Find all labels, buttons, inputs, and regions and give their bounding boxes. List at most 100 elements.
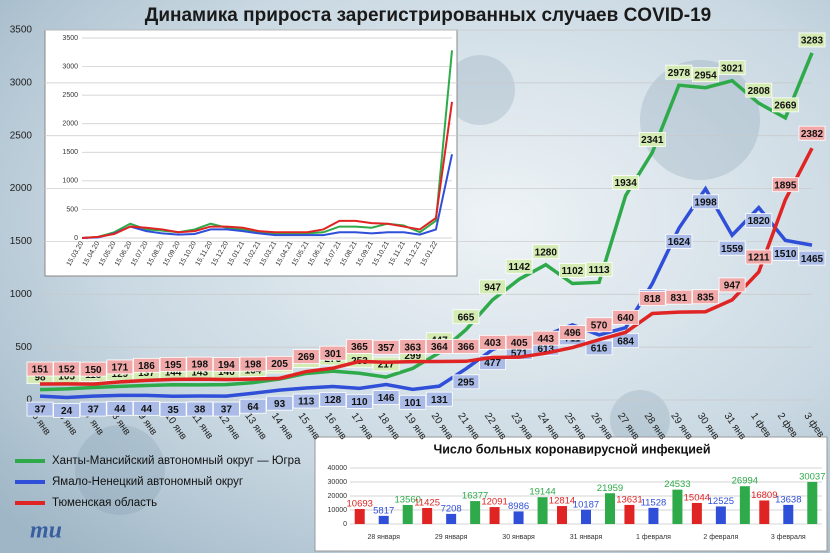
data-label: 443 bbox=[537, 334, 554, 345]
data-label: 365 bbox=[351, 342, 368, 353]
label-box bbox=[106, 359, 134, 375]
x-tick-label: 3 февраля bbox=[771, 534, 806, 541]
y-tick-label: 3500 bbox=[62, 35, 78, 42]
label-box bbox=[266, 355, 293, 371]
data-label: 151 bbox=[32, 365, 49, 376]
data-label: 113 bbox=[298, 397, 315, 408]
data-label: 269 bbox=[298, 352, 315, 363]
data-label: 195 bbox=[165, 360, 182, 371]
data-label: 146 bbox=[218, 367, 235, 378]
line bbox=[39, 185, 813, 400]
bar bbox=[624, 504, 635, 524]
label-box bbox=[505, 258, 533, 274]
label-box bbox=[452, 338, 480, 354]
label-box bbox=[559, 325, 586, 340]
data-label: 38 bbox=[194, 405, 206, 416]
label-box bbox=[479, 334, 506, 350]
label-box bbox=[532, 244, 560, 260]
data-label: 835 bbox=[697, 292, 714, 303]
data-label: 1559 bbox=[721, 244, 744, 255]
y-tick-label: 500 bbox=[66, 206, 78, 213]
data-label: 2669 bbox=[774, 100, 797, 111]
data-label: 146 bbox=[378, 393, 395, 404]
data-label: 37 bbox=[34, 405, 46, 416]
data-label: 26994 bbox=[732, 476, 758, 487]
data-label: 3021 bbox=[721, 63, 744, 74]
data-label: 171 bbox=[112, 363, 129, 374]
bar bbox=[513, 511, 524, 524]
data-label: 357 bbox=[378, 343, 395, 354]
label-box bbox=[346, 393, 373, 409]
bar bbox=[672, 489, 683, 524]
data-label: 2954 bbox=[694, 70, 717, 81]
line bbox=[81, 154, 453, 239]
data-label: 2808 bbox=[748, 86, 771, 97]
data-label: 35 bbox=[168, 405, 180, 416]
legend-label: Тюменская область bbox=[52, 497, 157, 509]
y-tick-label: 1000 bbox=[10, 289, 33, 300]
x-tick-label: 29 января bbox=[435, 534, 468, 541]
data-label: 1113 bbox=[588, 265, 610, 276]
data-label: 194 bbox=[218, 360, 235, 371]
data-label: 11425 bbox=[414, 498, 440, 509]
y-tick-label: 30000 bbox=[328, 479, 348, 486]
data-label: 30037 bbox=[799, 471, 825, 482]
data-label: 1102 bbox=[562, 266, 584, 277]
data-label: 947 bbox=[484, 283, 501, 294]
data-label: 1820 bbox=[748, 216, 771, 227]
data-label: 947 bbox=[724, 281, 741, 292]
y-tick-label: 20000 bbox=[328, 493, 348, 500]
y-tick-label: 0 bbox=[26, 395, 32, 406]
data-label: 19144 bbox=[529, 487, 555, 498]
data-label: 403 bbox=[484, 338, 501, 349]
label-box bbox=[79, 401, 107, 417]
svg-text:mu: mu bbox=[30, 518, 62, 544]
data-label: 477 bbox=[484, 358, 501, 369]
data-label: 1624 bbox=[668, 237, 691, 248]
label-box bbox=[505, 334, 533, 350]
inset-frame bbox=[44, 29, 458, 277]
data-label: 198 bbox=[191, 360, 208, 371]
label-box bbox=[133, 357, 160, 373]
label-box bbox=[79, 361, 107, 377]
x-tick-label: 28 января bbox=[367, 534, 400, 541]
label-box bbox=[425, 339, 453, 354]
y-tick-label: 2500 bbox=[62, 92, 78, 99]
data-label: 299 bbox=[404, 351, 421, 362]
data-label: 1998 bbox=[694, 197, 717, 208]
bar bbox=[557, 506, 567, 524]
label-box bbox=[239, 398, 267, 414]
label-box bbox=[239, 356, 267, 372]
label-box bbox=[346, 339, 373, 354]
y-tick-label: 1500 bbox=[62, 149, 78, 156]
label-box bbox=[372, 339, 400, 355]
label-box bbox=[53, 403, 81, 418]
label-box bbox=[186, 401, 214, 417]
bar bbox=[807, 481, 818, 524]
label-box bbox=[106, 400, 134, 416]
data-label: 24533 bbox=[664, 479, 690, 490]
y-tick-label: 3000 bbox=[10, 77, 33, 88]
data-label: 44 bbox=[141, 404, 153, 415]
data-label: 301 bbox=[324, 349, 341, 360]
data-label: 496 bbox=[564, 328, 581, 339]
label-box bbox=[692, 289, 719, 305]
data-label: 1934 bbox=[615, 178, 638, 189]
logo: mu bbox=[30, 518, 62, 544]
data-label: 818 bbox=[644, 294, 661, 305]
bar-title: Число больных коронавирусной инфекцией bbox=[433, 442, 710, 456]
bar bbox=[537, 497, 548, 524]
bar bbox=[759, 500, 770, 524]
data-label: 21959 bbox=[597, 483, 623, 494]
data-label: 1895 bbox=[774, 180, 797, 191]
label-box bbox=[452, 309, 480, 325]
y-tick-label: 3500 bbox=[10, 25, 33, 36]
data-label: 363 bbox=[404, 342, 421, 353]
y-tick-label: 2000 bbox=[62, 121, 78, 128]
data-label: 12525 bbox=[708, 496, 734, 507]
data-label: 295 bbox=[458, 377, 475, 388]
data-label: 101 bbox=[404, 398, 421, 409]
label-box bbox=[771, 97, 799, 113]
label-box bbox=[425, 391, 453, 407]
data-label: 150 bbox=[85, 365, 102, 376]
